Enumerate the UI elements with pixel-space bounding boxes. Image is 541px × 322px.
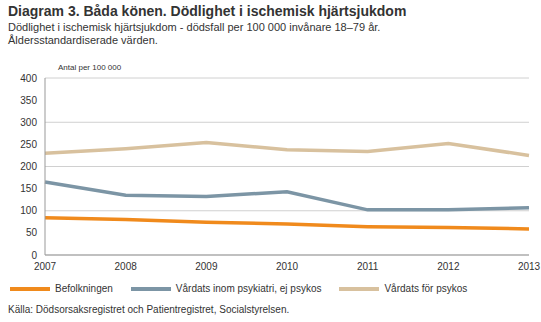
svg-text:50: 50 xyxy=(26,227,38,238)
html-text:Dödlighet i ischemisk hjärtsju: Dödlighet i ischemisk hjärtsjukdom - död… xyxy=(8,21,381,46)
html-text:Diagram 3. Båda könen. Dödligh: Diagram 3. Båda könen. Dödlighet i ische… xyxy=(8,3,407,19)
html-text:Befolkningen: Befolkningen xyxy=(55,283,113,294)
svg-text:2013: 2013 xyxy=(518,261,533,272)
svg-text:2012: 2012 xyxy=(437,261,460,272)
svg-text:300: 300 xyxy=(20,117,37,128)
html-text:Antal per 100 000: Antal per 100 000 xyxy=(58,63,122,72)
svg-text:2008: 2008 xyxy=(115,261,138,272)
svg-text:250: 250 xyxy=(20,139,37,150)
html-text:Källa: Dödsorsaksregistret och: Källa: Dödsorsaksregistret och Patientre… xyxy=(8,304,290,315)
svg-text:350: 350 xyxy=(20,95,37,106)
svg-text:2009: 2009 xyxy=(195,261,218,272)
html-text:Vårdats för psykos: Vårdats för psykos xyxy=(384,283,468,294)
svg-text:0: 0 xyxy=(31,250,37,261)
svg-text:400: 400 xyxy=(20,73,37,84)
svg-text:2007: 2007 xyxy=(34,261,57,272)
svg-text:200: 200 xyxy=(20,161,37,172)
svg-text:150: 150 xyxy=(20,183,37,194)
svg-text:2010: 2010 xyxy=(276,261,299,272)
svg-text:100: 100 xyxy=(20,205,37,216)
html-text:Vårdats inom psykiatri, ej psy: Vårdats inom psykiatri, ej psykos xyxy=(175,283,322,294)
svg-text:2011: 2011 xyxy=(357,261,379,272)
